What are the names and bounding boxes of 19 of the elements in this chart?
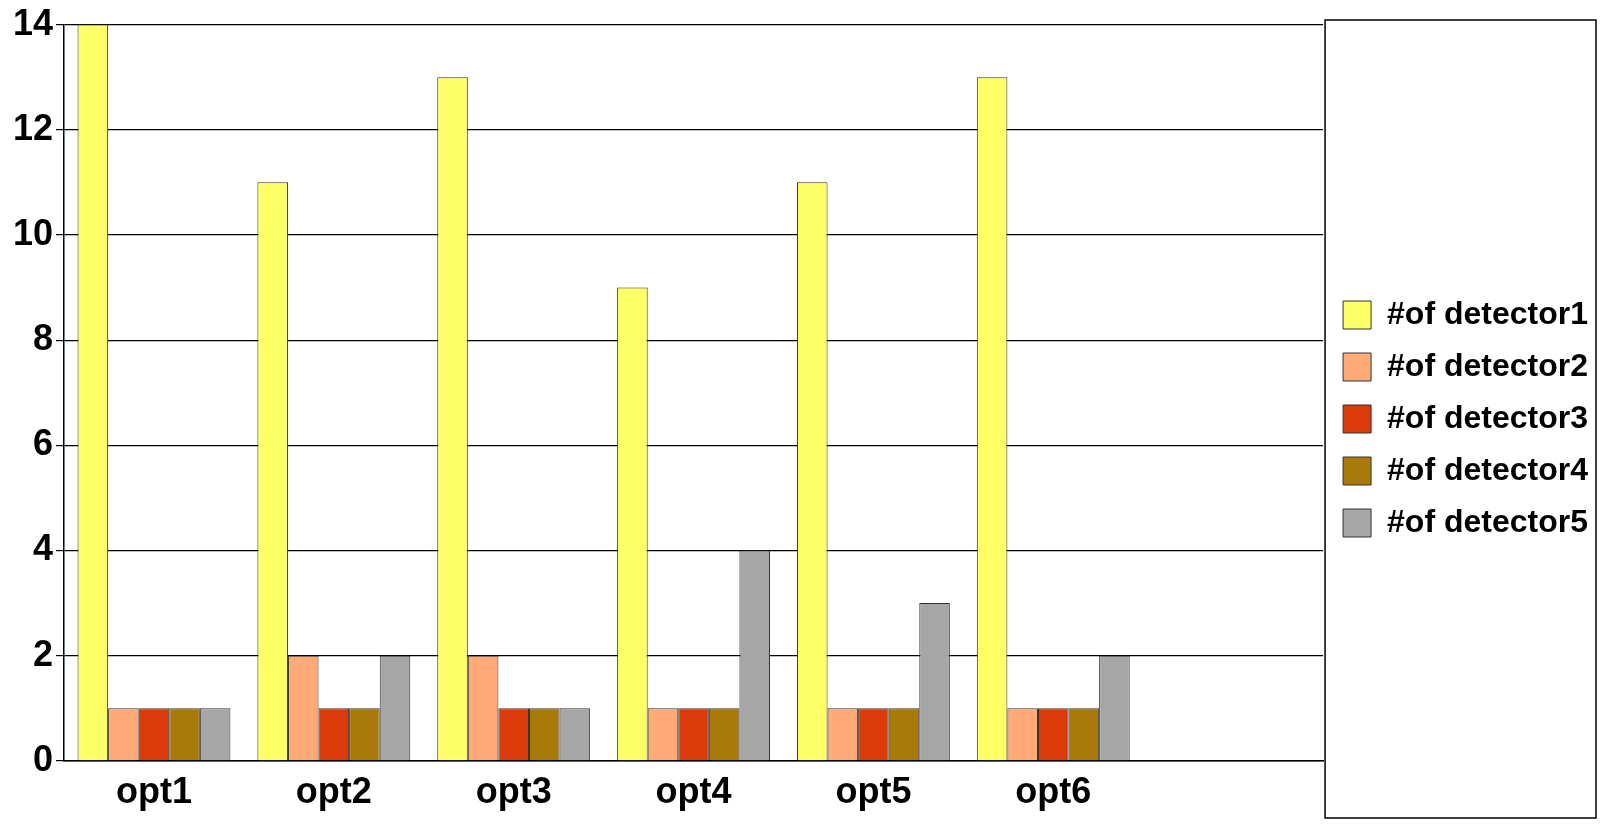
x-tick-label: opt4 bbox=[655, 770, 732, 812]
legend-label: #of detector2 bbox=[1387, 346, 1588, 383]
x-tick-label: opt5 bbox=[835, 770, 912, 812]
legend-label: #of detector3 bbox=[1387, 398, 1588, 435]
x-tick-label: opt6 bbox=[1015, 770, 1092, 812]
x-tick-label: opt3 bbox=[475, 770, 552, 812]
y-tick-label: 6 bbox=[33, 422, 54, 464]
y-tick-label: 14 bbox=[13, 1, 54, 43]
y-tick-label: 8 bbox=[33, 317, 54, 359]
y-tick-label: 0 bbox=[33, 737, 54, 779]
y-tick-label: 12 bbox=[13, 106, 54, 148]
legend-label: #of detector1 bbox=[1387, 294, 1588, 331]
y-tick-label: 10 bbox=[13, 211, 54, 253]
x-tick-label: opt2 bbox=[295, 770, 372, 812]
x-tick-label: opt1 bbox=[115, 770, 192, 812]
legend-label: #of detector4 bbox=[1387, 450, 1589, 487]
y-tick-label: 2 bbox=[33, 632, 54, 674]
legend-label: #of detector5 bbox=[1387, 502, 1588, 539]
y-tick-label: 4 bbox=[33, 527, 54, 569]
